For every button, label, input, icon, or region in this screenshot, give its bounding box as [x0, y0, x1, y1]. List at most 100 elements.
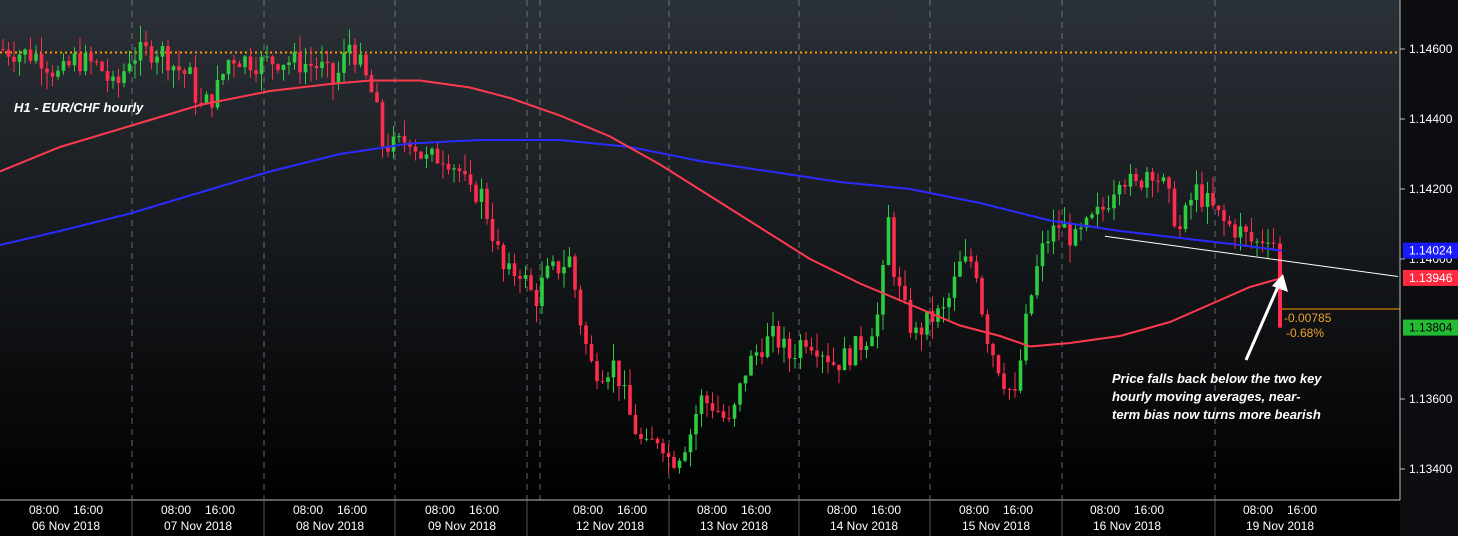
candle-body — [1205, 193, 1210, 208]
candle-body — [127, 63, 132, 72]
candle-body — [1244, 226, 1248, 232]
candle-body — [12, 56, 16, 62]
candle-body — [83, 53, 88, 72]
candle-body — [259, 56, 264, 75]
candle-body — [248, 56, 253, 71]
candle-body — [507, 263, 511, 270]
candle-body — [556, 261, 561, 274]
candle-body — [23, 49, 27, 55]
x-axis-ticks: 08:00 16:00 06 Nov 2018 08:00 16:00 07 Nov 20… — [29, 500, 1317, 536]
candle-body — [837, 364, 841, 371]
annotation-line-2: hourly moving averages, near- — [1112, 389, 1301, 404]
candle-body — [600, 381, 605, 383]
candle-body — [408, 142, 412, 147]
candle-body — [589, 344, 594, 362]
candle-body — [155, 56, 159, 63]
ma-slow-line — [0, 139, 1283, 252]
candle-body — [391, 136, 396, 152]
candle-body — [716, 410, 720, 412]
candle-body — [171, 66, 176, 71]
candle-body — [1073, 229, 1078, 246]
candle-body — [479, 188, 484, 202]
candle-body — [89, 53, 93, 62]
candle-body — [490, 218, 495, 242]
candle-body — [144, 42, 148, 47]
candle-body — [331, 63, 335, 84]
candle-body — [276, 64, 280, 71]
candle-body — [116, 76, 121, 83]
candle-body — [584, 325, 588, 345]
candle-body — [386, 146, 390, 152]
annotation-line-3: term bias now turns more bearish — [1112, 407, 1321, 422]
candle-body — [298, 52, 302, 73]
candle-body — [1227, 220, 1232, 225]
candle-body — [606, 377, 610, 382]
candle-body — [468, 174, 473, 185]
candle-body — [254, 70, 258, 75]
candle-body — [501, 244, 506, 270]
candle-body — [699, 395, 704, 414]
plot-background — [0, 0, 1400, 500]
change-abs: -0.00785 — [1284, 311, 1332, 325]
candle-body — [1145, 171, 1149, 188]
candle-body — [1260, 241, 1265, 244]
candle-body — [149, 46, 154, 63]
candle-body — [534, 289, 539, 307]
candle-body — [1002, 373, 1006, 389]
candle-body — [320, 61, 324, 68]
candle-body — [6, 49, 11, 57]
candle-body — [754, 352, 759, 356]
candle-body — [666, 453, 671, 458]
y-tick-label: 1.13400 — [1409, 462, 1453, 476]
x-tick-date: 19 Nov 2018 — [1246, 519, 1314, 533]
candle-body — [518, 276, 522, 279]
candle-body — [45, 68, 49, 73]
candle-body — [980, 278, 984, 315]
candle-body — [545, 265, 550, 278]
candle-body — [237, 63, 242, 68]
candle-body — [523, 275, 528, 279]
candle-body — [496, 241, 500, 245]
x-tick-date: 07 Nov 2018 — [164, 519, 232, 533]
candle-body — [974, 261, 979, 279]
candle-body — [380, 102, 385, 147]
trendline-group — [1104, 235, 1399, 277]
candle-body — [105, 70, 110, 81]
x-tick-time: 08:00 — [959, 503, 989, 517]
last-price-tag-label: 1.13804 — [1409, 321, 1453, 335]
x-tick-time: 08:00 — [425, 503, 455, 517]
candle-body — [694, 413, 698, 435]
annotation-arrow-line — [1244, 281, 1282, 361]
candle-body — [650, 438, 654, 440]
change-pct: -0.68% — [1286, 326, 1324, 340]
candle-body — [1128, 173, 1133, 187]
candle-body — [1238, 226, 1243, 238]
candle-body — [94, 61, 99, 63]
candle-body — [1161, 177, 1166, 182]
candle-body — [424, 154, 429, 159]
candle-body — [243, 56, 247, 68]
candle-body — [441, 163, 445, 165]
x-tick-time: 16:00 — [617, 503, 647, 517]
candle-body — [512, 263, 517, 277]
candle-body — [760, 352, 764, 357]
candle-body — [56, 70, 60, 77]
x-tick-time: 08:00 — [293, 503, 323, 517]
candle-body — [17, 54, 22, 62]
candle-body — [1172, 188, 1177, 227]
candle-body — [710, 403, 715, 411]
candle-body — [749, 355, 753, 376]
candle-body — [1079, 227, 1083, 230]
candle-body — [463, 171, 467, 175]
x-tick-time: 16:00 — [205, 503, 235, 517]
candle-body — [914, 327, 918, 333]
candle-body — [644, 438, 649, 440]
candle-body — [743, 375, 748, 384]
candle-body — [347, 44, 352, 53]
candle-body — [292, 52, 297, 63]
x-axis-background — [0, 500, 1400, 536]
candle-body — [166, 46, 170, 71]
trendline — [1104, 235, 1399, 277]
candle-body — [435, 148, 440, 164]
y-axis-ticks: 1.14600 1.14400 1.14200 1.13600 1.13400 — [1400, 42, 1453, 476]
